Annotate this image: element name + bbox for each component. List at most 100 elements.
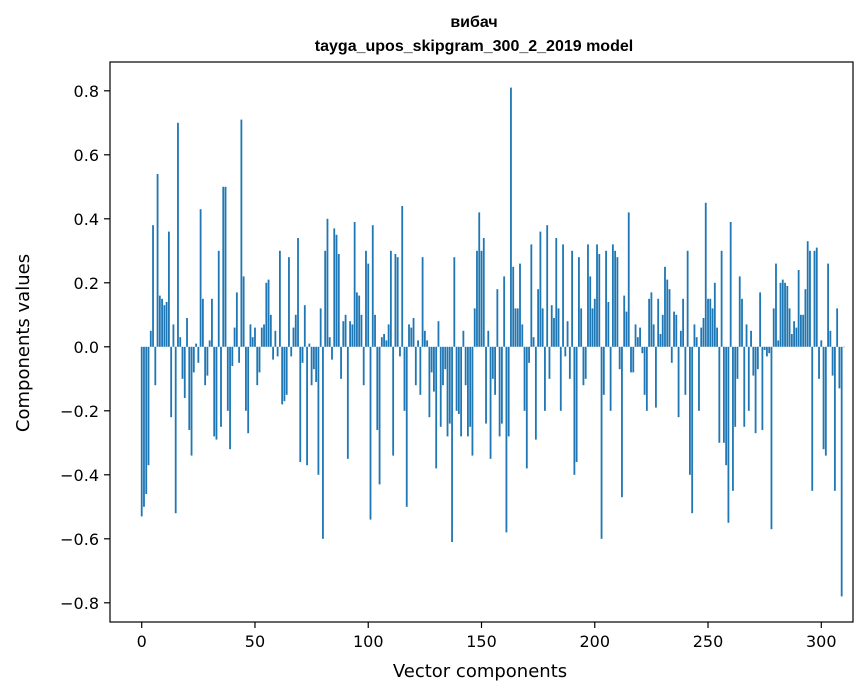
bar: [147, 346, 150, 466]
bar: [627, 212, 630, 347]
bar: [700, 327, 703, 347]
bar: [541, 308, 544, 347]
x-axis-label: Vector components: [393, 661, 567, 682]
bar: [387, 324, 390, 347]
bar: [818, 346, 820, 379]
bar: [362, 346, 365, 386]
bar: [732, 346, 734, 491]
bar: [154, 346, 157, 386]
bar: [442, 346, 444, 386]
bar: [177, 122, 179, 347]
bar: [322, 346, 324, 539]
bar: [288, 257, 290, 347]
bar: [249, 324, 252, 347]
bar: [528, 346, 530, 363]
bar: [487, 330, 490, 347]
bar: [222, 186, 225, 347]
bar: [301, 346, 304, 363]
bar: [365, 250, 367, 347]
bar: [738, 276, 741, 347]
bar: [367, 263, 370, 347]
x-axis-ticks: 0 50 100 150 200 250 300: [137, 622, 837, 651]
bar: [220, 346, 222, 427]
bar: [408, 324, 410, 347]
bar: [741, 298, 743, 347]
bar: [686, 250, 689, 347]
bar: [759, 292, 762, 347]
bar: [211, 298, 213, 347]
bar: [396, 257, 399, 347]
bar: [399, 346, 401, 357]
bar: [833, 346, 836, 491]
bar: [587, 244, 589, 347]
bar: [630, 346, 632, 373]
bar: [745, 324, 748, 347]
bar: [165, 302, 168, 347]
bar: [811, 346, 814, 491]
bar: [704, 202, 707, 347]
bar: [564, 346, 567, 357]
bar: [657, 298, 660, 347]
bar: [754, 346, 757, 434]
bar: [779, 282, 782, 347]
bar: [328, 337, 331, 347]
bar: [426, 340, 429, 347]
bar: [752, 346, 755, 376]
bar: [761, 346, 764, 430]
bar: [621, 346, 623, 498]
bar: [437, 321, 440, 347]
bar: [163, 305, 166, 347]
bar: [489, 346, 492, 459]
bar: [478, 212, 481, 347]
bar: [195, 343, 197, 347]
bar: [217, 250, 220, 347]
bar: [161, 298, 163, 347]
bar: [152, 225, 154, 347]
bar: [743, 346, 746, 427]
bar: [448, 346, 451, 424]
bar: [813, 250, 816, 347]
bar: [548, 346, 551, 379]
bar: [269, 314, 272, 347]
bar: [544, 346, 546, 411]
x-tick-label: 50: [245, 632, 265, 651]
bar: [775, 263, 777, 347]
bar: [634, 324, 637, 347]
y-tick-label: 0.6: [74, 146, 99, 165]
bar: [267, 279, 270, 347]
bar: [272, 346, 274, 360]
bar: [722, 346, 725, 443]
bar: [265, 282, 268, 347]
bar: [485, 346, 487, 424]
bar: [500, 346, 503, 424]
bar: [401, 206, 404, 347]
bar: [616, 257, 619, 347]
bar: [804, 289, 807, 347]
bar: [673, 311, 675, 347]
bar: [331, 346, 333, 360]
bar: [491, 346, 494, 379]
bar: [553, 318, 555, 347]
bar: [537, 289, 540, 347]
bar: [578, 257, 580, 347]
bar: [661, 314, 664, 347]
bar: [684, 346, 687, 395]
bar: [498, 346, 501, 437]
bar: [242, 276, 245, 347]
bar: [496, 289, 499, 347]
bar: [254, 327, 256, 347]
y-tick-label: −0.6: [60, 530, 99, 549]
bar: [525, 346, 528, 469]
bar: [784, 282, 786, 347]
bar: [729, 222, 732, 347]
bar: [607, 302, 610, 347]
bar: [822, 346, 825, 450]
bar: [428, 346, 431, 418]
y-axis-ticks: −0.8 −0.6 −0.4 −0.2 0.0 0.2 0.4 0.6 0.8: [60, 82, 110, 613]
bar: [167, 231, 170, 347]
bar: [283, 346, 286, 402]
bar: [788, 308, 791, 347]
bar: [555, 238, 558, 347]
x-tick-label: 300: [806, 632, 837, 651]
